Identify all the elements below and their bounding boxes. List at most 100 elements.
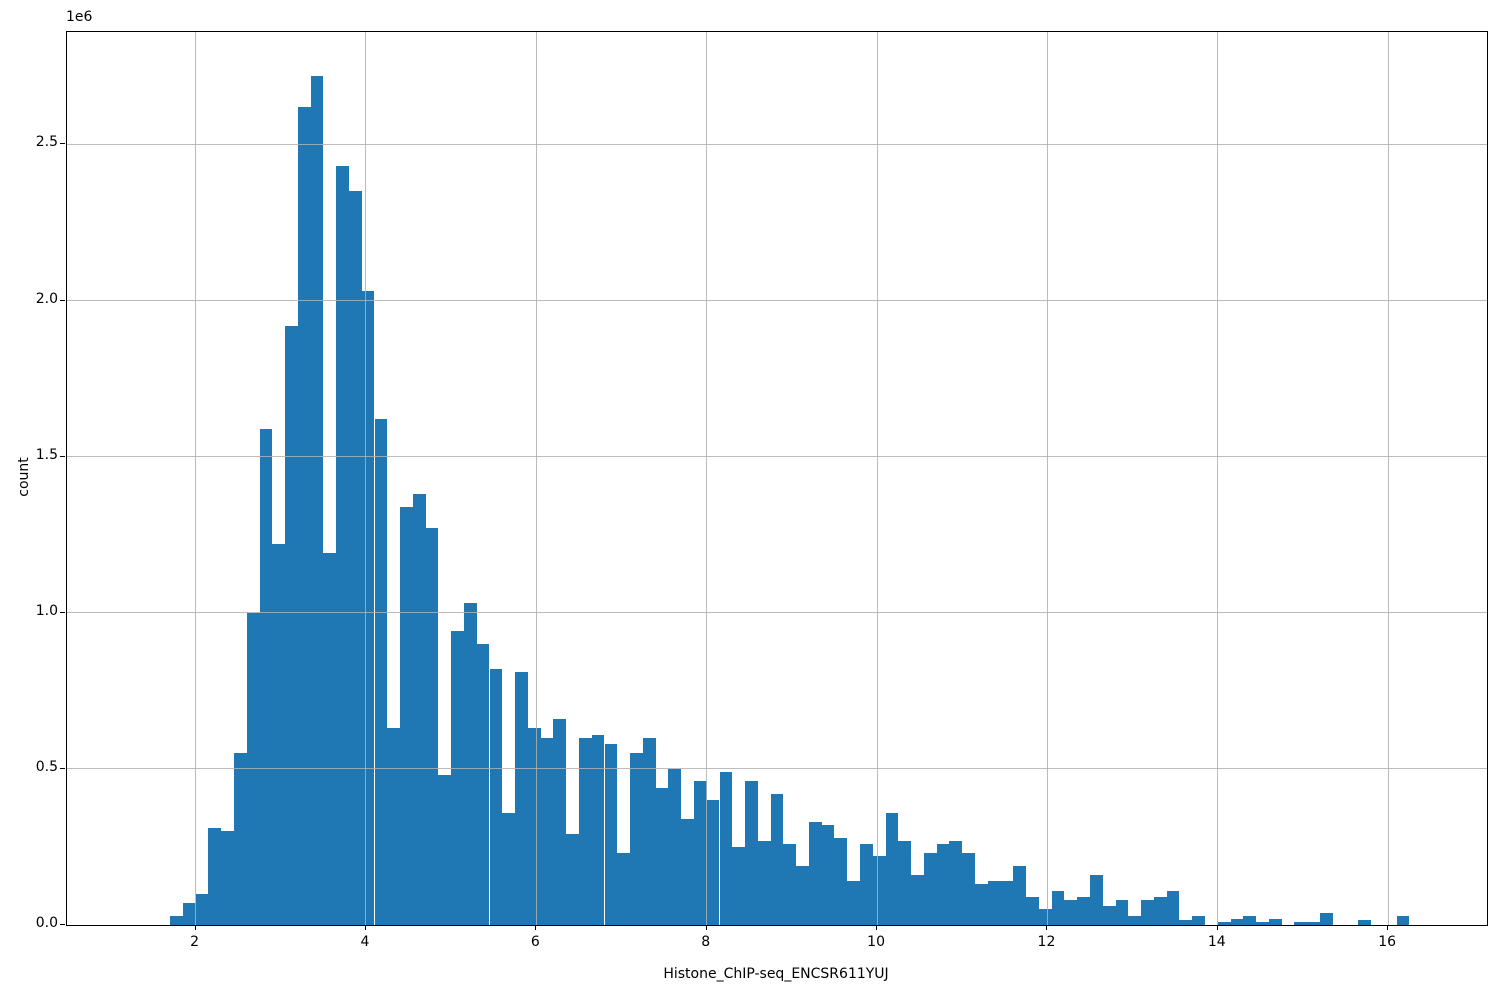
x-gridline xyxy=(1046,32,1048,925)
histogram-bar xyxy=(1153,896,1167,925)
histogram-bar xyxy=(962,853,976,925)
histogram-bar xyxy=(387,728,401,925)
histogram-bar xyxy=(1396,915,1410,925)
histogram-bar xyxy=(1115,900,1129,925)
x-gridline xyxy=(706,32,708,925)
histogram-bar xyxy=(591,734,605,925)
histogram-bar xyxy=(975,884,988,925)
histogram-bar xyxy=(463,603,477,925)
x-gridline xyxy=(195,32,197,925)
histogram-bar xyxy=(949,840,963,925)
histogram-bar xyxy=(1268,918,1282,925)
histogram-bar xyxy=(655,787,669,925)
y-tick-label: 1.0 xyxy=(35,602,58,619)
histogram-bar xyxy=(1013,865,1027,925)
y-tick-mark xyxy=(60,924,65,925)
y-gridline xyxy=(67,612,1487,614)
histogram-bar xyxy=(1038,909,1052,925)
histogram-bar xyxy=(1217,921,1231,925)
y-tick-label: 1.5 xyxy=(35,446,58,463)
x-tick-mark xyxy=(194,925,196,930)
histogram-bar xyxy=(872,856,886,925)
histogram-bar xyxy=(668,768,682,925)
histogram-bar xyxy=(400,506,413,925)
y-tick-mark xyxy=(60,299,65,301)
histogram-bar xyxy=(745,781,758,925)
histogram-bar xyxy=(834,837,848,925)
plot-area xyxy=(66,31,1488,926)
x-tick-mark xyxy=(876,925,878,930)
y-tick-mark xyxy=(60,611,65,613)
histogram-bar xyxy=(502,812,516,925)
histogram-bar xyxy=(527,728,541,925)
x-tick-label: 4 xyxy=(360,934,370,950)
histogram-bar xyxy=(693,781,707,925)
histogram-bar xyxy=(617,853,631,925)
x-tick-label: 8 xyxy=(701,934,711,950)
x-gridline xyxy=(1387,32,1389,925)
histogram-bar xyxy=(1294,921,1308,925)
histogram-bar xyxy=(987,881,1001,925)
histogram-bar xyxy=(412,494,426,925)
y-tick-label: 0.0 xyxy=(35,915,58,931)
histogram-bar xyxy=(566,834,579,925)
histogram-bar xyxy=(1192,915,1206,925)
histogram-bar xyxy=(1090,875,1103,925)
histogram-bar xyxy=(1077,896,1091,925)
x-gridline xyxy=(535,32,537,925)
histogram-bar xyxy=(706,800,720,925)
histogram-bar xyxy=(578,737,592,925)
y-axis-offset-label: 1e6 xyxy=(66,9,93,25)
x-tick-label: 6 xyxy=(530,934,540,950)
histogram-bar xyxy=(1243,915,1257,925)
histogram-bar xyxy=(553,718,567,925)
histogram-bar xyxy=(1320,912,1333,925)
histogram-bar xyxy=(540,737,554,925)
histogram-bar xyxy=(1307,921,1321,925)
histogram-bar xyxy=(885,812,899,925)
histogram-bar xyxy=(796,865,809,925)
histogram-bar xyxy=(898,840,912,925)
histogram-bar xyxy=(233,753,247,925)
histogram-bar xyxy=(182,903,196,925)
histogram-bar xyxy=(1051,890,1065,925)
histogram-bar xyxy=(1102,906,1116,925)
histogram-bar xyxy=(451,631,464,925)
histogram-bar xyxy=(936,843,950,925)
y-gridline xyxy=(67,300,1487,302)
histogram-bar xyxy=(515,672,528,925)
histogram-bar xyxy=(1064,900,1078,925)
histogram-bar xyxy=(719,772,733,925)
histogram-bar xyxy=(476,643,490,925)
y-tick-mark xyxy=(60,143,65,145)
histogram-bar xyxy=(272,544,286,925)
x-gridline xyxy=(1217,32,1219,925)
histogram-bar xyxy=(630,753,643,925)
histogram-bar xyxy=(923,853,937,925)
x-tick-label: 2 xyxy=(190,934,200,950)
histogram-bar xyxy=(1128,915,1142,925)
histogram-bar xyxy=(259,428,273,925)
x-tick-label: 16 xyxy=(1378,934,1397,950)
histogram-bar xyxy=(757,840,771,925)
y-gridline xyxy=(67,456,1487,458)
x-tick-label: 14 xyxy=(1207,934,1226,950)
x-axis-title: Histone_ChIP-seq_ENCSR611YUJ xyxy=(663,966,889,982)
histogram-bar xyxy=(821,825,835,925)
histogram-bar xyxy=(681,818,694,925)
histogram-bar xyxy=(489,668,503,925)
histogram-bar xyxy=(208,828,222,925)
histogram-bar xyxy=(1141,900,1154,925)
histogram-bar xyxy=(1166,890,1180,925)
histogram-bar xyxy=(911,875,924,925)
histogram-bar xyxy=(425,528,439,925)
histogram-bar xyxy=(374,419,388,925)
histogram-bar xyxy=(847,881,861,925)
y-tick-mark xyxy=(60,455,65,457)
histogram-bar xyxy=(348,191,362,925)
y-gridline xyxy=(67,143,1487,145)
histogram-bar xyxy=(170,915,183,925)
histogram-bar xyxy=(221,831,234,925)
histogram-bar xyxy=(642,737,656,925)
